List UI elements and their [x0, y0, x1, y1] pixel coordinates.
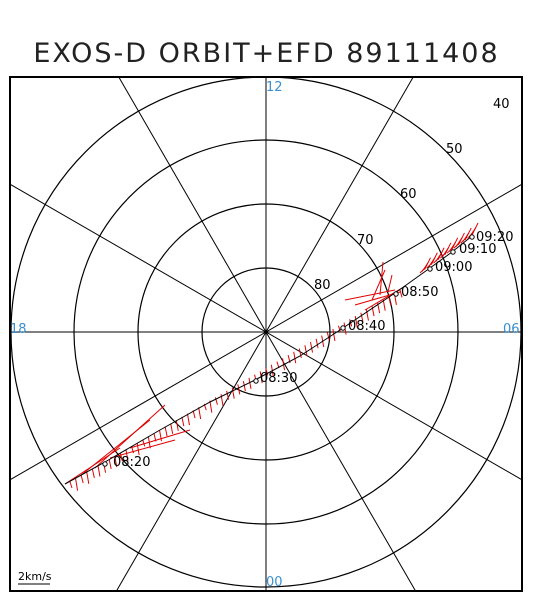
efd-vector [142, 439, 146, 447]
efd-vector [471, 222, 479, 236]
efd-vector [94, 404, 166, 469]
lat-label-80: 80 [314, 278, 331, 293]
time-label-0820: 08:20 [113, 455, 150, 470]
efd-vector [430, 252, 438, 265]
efd-vector [114, 455, 118, 468]
efd-vector [354, 315, 358, 328]
efd-vector [242, 381, 246, 392]
lat-label-40: 40 [493, 97, 510, 112]
lat-label-60: 60 [400, 187, 417, 202]
efd-vector [298, 348, 302, 358]
efd-vector [388, 296, 392, 306]
mlt-label-00: 00 [266, 575, 283, 590]
efd-vector [181, 416, 185, 427]
efd-vector [248, 377, 252, 389]
time-label-0910: 09:10 [459, 242, 496, 257]
efd-vector [315, 338, 319, 349]
efd-vector [175, 420, 179, 431]
efd-vector [437, 247, 445, 261]
time-dot [253, 378, 259, 384]
efd-vector [360, 312, 364, 322]
efd-vector [164, 426, 168, 437]
efd-vector [214, 397, 218, 405]
efd-vector [237, 384, 241, 395]
efd-vector [379, 261, 384, 296]
time-label-0840: 08:40 [348, 319, 385, 334]
efd-vector [451, 237, 459, 251]
mlt-spoke [118, 76, 416, 592]
efd-vector [382, 299, 386, 311]
efd-vector [186, 413, 190, 426]
latitude-ring [73, 139, 459, 525]
efd-vector [80, 475, 84, 484]
time-dots [102, 234, 475, 467]
efd-vector [293, 351, 297, 364]
efd-vector [457, 232, 465, 246]
efd-vectors [64, 222, 479, 491]
mlt-label-06: 06 [503, 322, 520, 337]
latitude-ring [201, 267, 331, 397]
efd-vector [365, 309, 369, 321]
mlt-spoke [116, 76, 414, 592]
efd-vector [344, 289, 396, 301]
efd-vector [136, 442, 140, 456]
lat-label-70: 70 [357, 233, 374, 248]
time-dot [427, 266, 433, 272]
efd-vector [444, 242, 452, 256]
time-dot [340, 325, 346, 331]
efd-vector [326, 332, 330, 341]
efd-vector [364, 287, 403, 311]
lat-label-50: 50 [446, 142, 463, 157]
time-label-0900: 09:00 [435, 260, 472, 275]
time-dot [393, 291, 399, 297]
efd-vector [86, 472, 90, 484]
efd-vector [97, 465, 101, 477]
efd-vector [198, 407, 202, 420]
time-label-0920: 09:20 [476, 230, 513, 245]
efd-vector [231, 387, 235, 399]
latitude-rings [10, 76, 522, 588]
time-dot [469, 234, 475, 240]
efd-vector [265, 367, 269, 376]
efd-vector [119, 452, 123, 462]
plot-title: EXOS-D ORBIT+EFD 89111408 [33, 38, 500, 69]
efd-vector [304, 345, 308, 356]
mlt-label-12: 12 [266, 80, 283, 95]
efd-vector [129, 429, 191, 449]
efd-vector [464, 227, 472, 241]
scale-label: 2km/s [18, 570, 52, 583]
time-dot [450, 249, 456, 255]
efd-vector [337, 325, 341, 333]
efd-vector [75, 478, 79, 491]
mlt-label-18: 18 [10, 322, 27, 337]
efd-vector [310, 341, 313, 353]
time-dot [102, 461, 108, 467]
efd-vector [91, 468, 95, 479]
efd-vector [387, 274, 393, 293]
efd-vector [399, 289, 403, 298]
efd-vector [170, 423, 174, 434]
efd-vector [226, 390, 230, 400]
time-label-0850: 08:50 [401, 285, 438, 300]
efd-vector [158, 429, 162, 442]
efd-vector [109, 439, 176, 459]
efd-vector [209, 400, 213, 413]
latitude-ring [10, 76, 522, 588]
efd-vector [371, 269, 386, 301]
mlt-spoke [9, 183, 523, 481]
efd-vector [108, 459, 112, 470]
spoke-lines [9, 76, 523, 592]
efd-vector [332, 328, 336, 342]
orbit-track [64, 235, 473, 485]
efd-vector [125, 449, 129, 462]
latitude-ring [137, 203, 395, 461]
efd-vector [424, 257, 431, 270]
efd-vector [69, 481, 73, 489]
time-label-0830: 08:30 [260, 371, 297, 386]
